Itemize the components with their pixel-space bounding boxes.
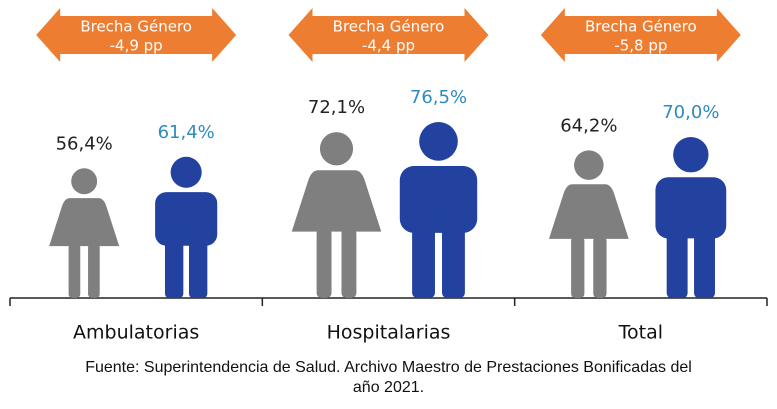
icon-head: [419, 122, 458, 161]
source-note: Fuente: Superintendencia de Salud. Archi…: [0, 358, 777, 398]
icon-leg: [666, 217, 688, 298]
person-icon: [291, 132, 382, 298]
icon-head: [170, 156, 202, 188]
value-label: 64,2%: [560, 115, 617, 136]
gap-box: [36, 8, 237, 62]
icon-head: [319, 132, 354, 166]
icon-dress: [291, 170, 382, 232]
gap-value: -4,9 pp: [110, 37, 163, 55]
icon-leg: [442, 210, 465, 298]
icon-leg: [316, 228, 332, 298]
gap-value: -4,4 pp: [362, 37, 415, 55]
icon-leg: [412, 210, 435, 298]
gap-title: Brecha Género: [585, 18, 697, 36]
gap-box: [288, 8, 489, 62]
gap-value: -5,8 pp: [614, 37, 667, 55]
person-icon: [655, 137, 727, 298]
x-tick-label: Hospitalarias: [327, 322, 451, 344]
x-tick-label: Ambulatorias: [73, 322, 199, 344]
icon-body: [655, 177, 727, 239]
value-label: 56,4%: [56, 133, 113, 154]
icon-dress: [548, 184, 629, 239]
icon-leg: [164, 227, 184, 298]
value-label: 76,5%: [410, 87, 467, 108]
icon-leg: [341, 228, 357, 298]
icon-leg: [694, 217, 715, 298]
value-label: 61,4%: [158, 122, 215, 143]
icon-body: [155, 192, 218, 246]
icon-head: [71, 168, 98, 195]
person-icon: [155, 156, 218, 298]
icon-leg: [593, 235, 607, 298]
source-text: Fuente: Superintendencia de Salud. Archi…: [85, 359, 692, 396]
icon-head: [673, 137, 709, 173]
icon-leg: [88, 243, 100, 298]
x-tick-label: Total: [618, 322, 663, 344]
icon-body: [399, 166, 478, 233]
value-label: 70,0%: [662, 102, 719, 123]
gap-box: [540, 8, 741, 62]
gap-title: Brecha Género: [80, 18, 192, 36]
icon-dress: [49, 198, 120, 247]
gap-title: Brecha Género: [333, 18, 445, 36]
icon-leg: [68, 243, 81, 298]
value-label: 72,1%: [308, 97, 365, 118]
person-icon: [548, 150, 629, 298]
icon-leg: [188, 227, 208, 298]
person-icon: [399, 122, 478, 298]
icon-head: [574, 150, 604, 180]
person-icon: [49, 168, 120, 298]
icon-leg: [571, 235, 585, 298]
